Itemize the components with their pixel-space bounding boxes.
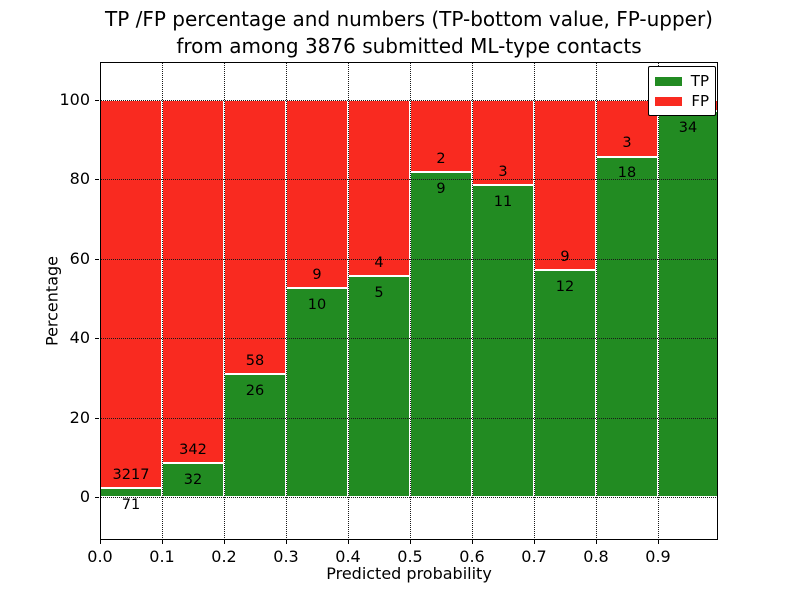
x-tick-label: 0.8 <box>583 547 609 566</box>
gridline-y <box>100 338 718 340</box>
bar-count-label-fp: 9 <box>312 266 322 283</box>
bar-count-label-tp: 11 <box>493 193 513 210</box>
gridline-y <box>100 100 718 101</box>
bar-segment-tp <box>534 270 596 497</box>
bar-count-label-fp: 342 <box>179 441 207 458</box>
bar-segment-tp <box>348 276 410 497</box>
legend-label-fp: FP <box>691 91 709 110</box>
y-tick-mark <box>95 100 99 101</box>
y-tick-label: 100 <box>59 90 90 109</box>
x-tick-mark <box>472 540 473 544</box>
bar-count-label-fp: 58 <box>245 352 265 369</box>
x-tick-label: 0.6 <box>459 547 485 566</box>
x-tick-mark <box>534 540 535 544</box>
bar-segment-fp <box>100 100 162 489</box>
x-tick-mark <box>224 540 225 544</box>
bar-count-label-tp: 12 <box>555 278 575 295</box>
gridline-x <box>596 62 597 540</box>
bar-segment-fp <box>224 100 286 375</box>
legend-swatch-tp-icon <box>655 76 682 86</box>
y-tick-label: 0 <box>79 487 90 506</box>
legend-item-tp: TP <box>655 71 709 90</box>
bar-segment-fp <box>162 100 224 464</box>
y-tick-mark <box>95 179 99 181</box>
bar-count-label-fp: 3 <box>498 163 508 180</box>
bar-segment-tp <box>472 185 534 497</box>
legend-item-fp: FP <box>655 91 709 110</box>
y-tick-mark <box>95 258 99 260</box>
y-tick-label: 20 <box>69 407 90 427</box>
bar-count-label-tp: 5 <box>374 285 384 302</box>
bar-count-label-fp: 4 <box>374 254 384 271</box>
x-tick-mark <box>410 540 411 544</box>
legend-swatch-fp-icon <box>655 96 682 106</box>
bar-count-label-fp: 2 <box>436 150 446 167</box>
legend-label-tp: TP <box>690 71 709 90</box>
chart-title: TP /FP percentage and numbers (TP-bottom… <box>105 6 713 60</box>
bar-segment-tp <box>224 374 286 497</box>
y-tick-label: 60 <box>69 248 90 268</box>
bar-count-label-fp: 3217 <box>112 466 150 483</box>
bar-count-label-tp: 10 <box>307 296 327 313</box>
x-tick-label: 0.9 <box>645 547 671 566</box>
y-tick-mark <box>95 417 99 419</box>
bar-segment-fp <box>286 100 348 289</box>
gridline-x <box>162 62 163 540</box>
gridline-x <box>534 62 535 540</box>
x-tick-mark <box>658 540 659 544</box>
chart-title-line2: from among 3876 submitted ML-type contac… <box>176 34 642 58</box>
x-tick-label: 0.2 <box>211 547 237 566</box>
x-tick-label: 0.1 <box>149 547 175 566</box>
x-tick-mark <box>286 540 287 544</box>
gridline-x <box>286 62 287 540</box>
chart-title-line1: TP /FP percentage and numbers (TP-bottom… <box>105 7 713 31</box>
gridline-y <box>100 179 718 181</box>
bar-count-label-tp: 32 <box>183 471 203 488</box>
gridline-y <box>100 497 718 498</box>
gridline-x <box>224 62 225 540</box>
gridline-y <box>100 417 718 419</box>
x-tick-label: 0.0 <box>87 547 113 566</box>
x-tick-mark <box>348 540 349 544</box>
gridline-x <box>472 62 473 540</box>
x-axis-label: Predicted probability <box>326 564 492 583</box>
gridline-y <box>100 258 718 260</box>
x-tick-mark <box>100 540 101 544</box>
bar-segment-tp <box>162 463 224 497</box>
bar-count-label-fp: 3 <box>622 135 632 152</box>
y-tick-label: 40 <box>69 328 90 348</box>
bar-count-label-fp: 9 <box>560 248 570 265</box>
bar-count-label-tp: 9 <box>436 180 446 197</box>
bar-segment-fp <box>534 100 596 271</box>
bar-count-label-tp: 71 <box>121 497 141 514</box>
bar-count-label-tp: 18 <box>617 165 637 182</box>
bar-segment-tp <box>286 288 348 497</box>
y-tick-mark <box>95 497 99 498</box>
gridline-x <box>658 62 659 540</box>
bar-segment-tp <box>596 156 658 497</box>
x-tick-label: 0.3 <box>273 547 299 566</box>
bar-count-label-tp: 26 <box>245 382 265 399</box>
x-tick-label: 0.4 <box>335 547 361 566</box>
gridline-x <box>410 62 411 540</box>
legend: TP FP <box>648 66 716 116</box>
x-tick-label: 0.7 <box>521 547 547 566</box>
x-tick-mark <box>162 540 163 544</box>
bar-segment-fp <box>410 100 472 173</box>
bar-segment-fp <box>348 100 410 277</box>
gridline-x <box>348 62 349 540</box>
x-tick-mark <box>596 540 597 544</box>
bar-segment-tp <box>658 111 718 497</box>
x-tick-label: 0.5 <box>397 547 423 566</box>
y-tick-mark <box>95 338 99 340</box>
bar-count-label-tp: 34 <box>678 120 698 137</box>
bar-segment-tp <box>410 172 472 497</box>
y-tick-label: 80 <box>69 169 90 189</box>
